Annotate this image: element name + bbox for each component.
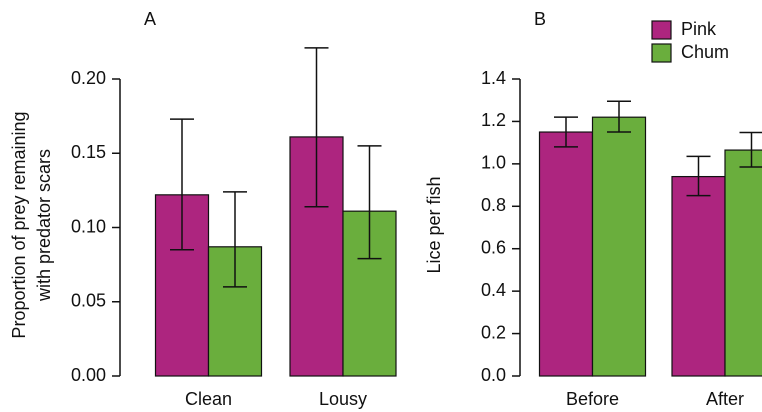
chart-title: B <box>534 9 546 29</box>
y-tick-label: 1.4 <box>481 68 506 88</box>
legend-label: Chum <box>681 42 729 62</box>
bar <box>538 131 594 377</box>
y-tick-label: 0.20 <box>71 68 106 88</box>
bar <box>591 116 647 377</box>
x-tick-label: Lousy <box>319 389 367 409</box>
y-tick-label: 0.6 <box>481 237 506 257</box>
y-tick-label: 0.4 <box>481 280 506 300</box>
y-tick-label: 1.2 <box>481 110 506 130</box>
legend-label: Pink <box>681 19 717 39</box>
y-tick-label: 1.0 <box>481 153 506 173</box>
x-tick-label: Clean <box>185 389 232 409</box>
y-axis-label: Proportion of prey remaining <box>9 111 29 338</box>
x-tick-label: After <box>706 389 744 409</box>
y-tick-label: 0.8 <box>481 195 506 215</box>
chart-title: A <box>144 9 156 29</box>
legend-swatch <box>651 20 672 40</box>
legend-swatch <box>651 43 672 63</box>
bar <box>671 175 726 377</box>
y-tick-label: 0.00 <box>71 365 106 385</box>
bar <box>724 149 762 377</box>
x-tick-label: Before <box>566 389 619 409</box>
y-tick-label: 0.0 <box>481 365 506 385</box>
y-tick-label: 0.10 <box>71 216 106 236</box>
y-axis-label: Lice per fish <box>424 176 444 273</box>
y-tick-label: 0.2 <box>481 322 506 342</box>
y-tick-label: 0.15 <box>71 142 106 162</box>
y-axis-label: with predator scars <box>34 149 54 302</box>
y-tick-label: 0.05 <box>71 291 106 311</box>
